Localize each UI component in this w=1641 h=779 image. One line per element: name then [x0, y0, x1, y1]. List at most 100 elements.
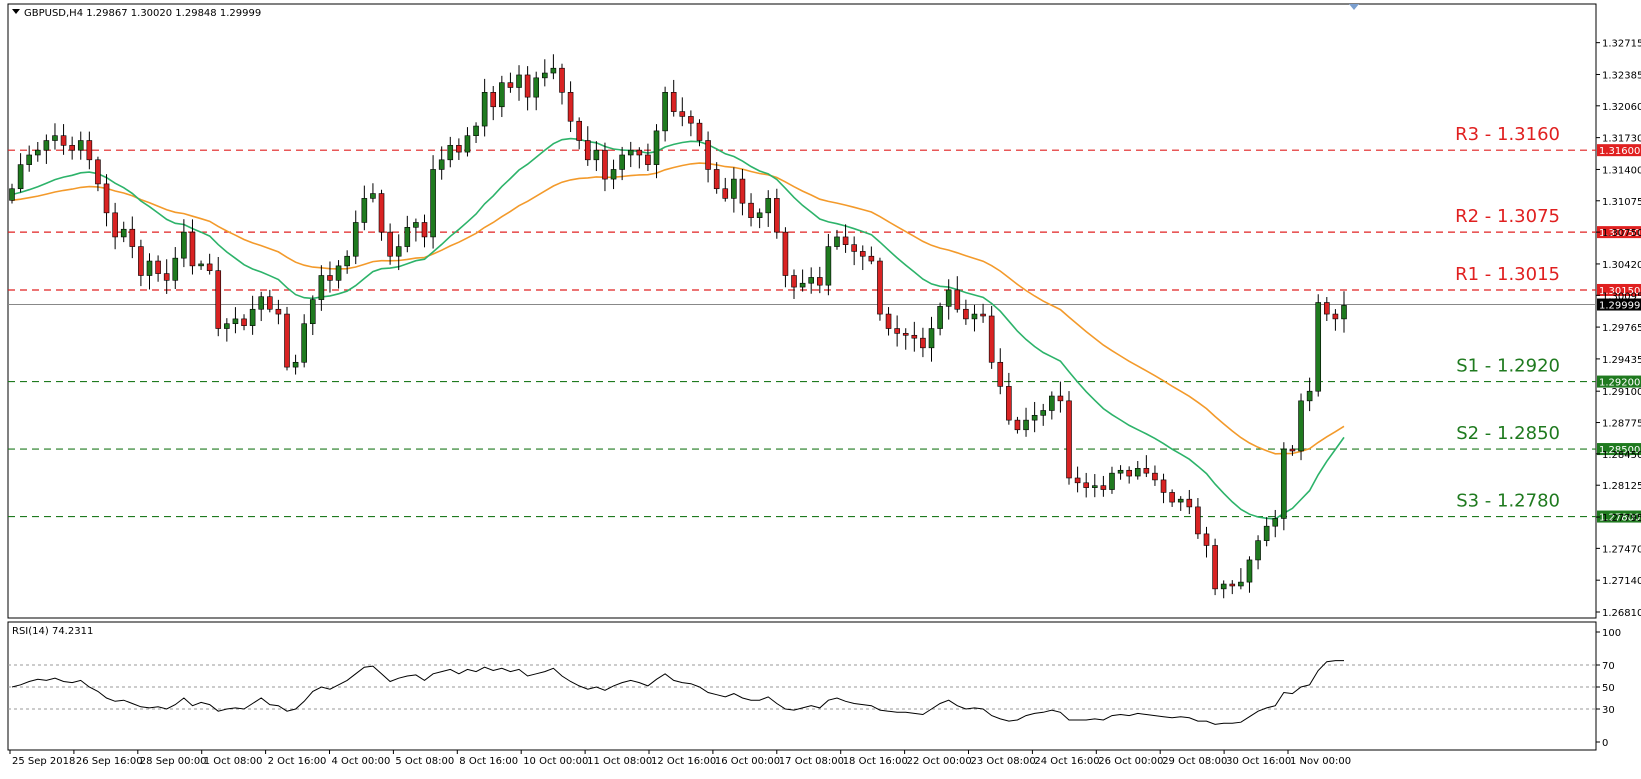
candle — [43, 134, 50, 164]
candle — [954, 276, 961, 313]
candle-body — [1238, 581, 1244, 587]
candle-body — [859, 251, 866, 257]
candle-body — [86, 140, 93, 161]
candle — [413, 218, 419, 242]
level-price-tag — [1597, 443, 1641, 456]
time-tick-label: 1 Oct 08:00 — [204, 756, 263, 767]
candle-body — [215, 270, 222, 329]
candle-body — [1306, 390, 1313, 402]
collapse-triangle-icon[interactable] — [12, 9, 20, 14]
candle-body — [550, 67, 557, 74]
candle-body — [370, 193, 376, 199]
candle — [309, 295, 316, 336]
candle-body — [447, 145, 454, 161]
candle-body — [1074, 477, 1081, 484]
candle-body — [327, 275, 333, 281]
candle-body — [146, 260, 153, 276]
price-tick-label: 1.31400 — [1602, 165, 1641, 176]
candle — [198, 260, 204, 270]
candle-body — [920, 337, 926, 349]
candle-body — [309, 299, 316, 325]
candle — [739, 169, 746, 216]
candle — [69, 136, 75, 160]
candle — [1186, 489, 1193, 515]
candle — [1315, 294, 1322, 397]
candle-body — [988, 315, 995, 363]
main-panel-frame — [7, 3, 1597, 619]
candle-body — [95, 159, 101, 185]
candle — [765, 190, 772, 227]
time-tick-label: 29 Oct 08:00 — [1162, 756, 1227, 767]
price-tick-label: 1.30095 — [1602, 291, 1641, 302]
candle-body — [43, 140, 50, 151]
candle — [1143, 455, 1150, 478]
candle-body — [181, 231, 187, 259]
candle-body — [456, 145, 462, 153]
candle — [825, 233, 832, 296]
support-resistance-levels: R3 - 1.3160 1.31600 R2 - 1.3075 1.30750 R1 -… — [8, 124, 1641, 524]
candle — [842, 224, 849, 253]
time-tick-label: 24 Oct 16:00 — [1034, 756, 1099, 767]
candle-body — [490, 92, 497, 108]
candle-body — [1100, 485, 1107, 490]
candle-body — [387, 231, 393, 257]
candle-body — [438, 159, 445, 170]
candle — [1195, 498, 1201, 539]
time-tick-label: 5 Oct 08:00 — [395, 756, 454, 767]
candle-body — [937, 306, 943, 329]
candle — [464, 127, 471, 157]
candle-body — [885, 313, 892, 329]
candle — [352, 210, 359, 265]
candle-body — [60, 135, 67, 146]
candle — [774, 188, 780, 239]
candle-body — [516, 74, 522, 88]
candle-body — [1177, 498, 1184, 503]
candle-body — [103, 183, 110, 214]
candle-body — [138, 246, 144, 276]
time-tick-label: 8 Oct 16:00 — [459, 756, 518, 767]
candle — [851, 236, 857, 266]
candle — [378, 189, 385, 241]
rsi-indicator: 100 70 50 30 0 — [8, 628, 1621, 749]
candle — [619, 146, 625, 181]
candle-body — [610, 169, 617, 180]
candle — [791, 269, 797, 299]
candle-body — [825, 246, 832, 286]
candle — [1281, 442, 1287, 531]
moving-averages — [11, 137, 1345, 520]
time-tick-label: 2 Oct 16:00 — [268, 756, 327, 767]
candle — [1169, 489, 1175, 507]
candle — [370, 183, 376, 203]
candle — [1014, 416, 1021, 434]
candle-body — [1289, 448, 1296, 452]
candle-body — [275, 308, 282, 315]
candle — [1006, 372, 1012, 425]
time-tick-label: 25 Sep 2018 — [12, 756, 75, 767]
candle-body — [241, 318, 247, 326]
candle — [1263, 517, 1270, 547]
candle — [267, 289, 273, 313]
candle-body — [1006, 386, 1012, 421]
price-tick-label: 1.30750 — [1602, 228, 1641, 239]
candle-body — [1341, 305, 1347, 320]
candle-body — [705, 140, 711, 170]
candle — [722, 177, 729, 202]
time-tick-label: 22 Oct 00:00 — [907, 756, 972, 767]
price-tick-label: 1.32060 — [1602, 102, 1641, 113]
candle — [447, 136, 454, 168]
candle-body — [1324, 302, 1330, 315]
candle-body — [1091, 485, 1098, 488]
candle-body — [816, 277, 823, 286]
price-tick-label: 1.28125 — [1602, 481, 1641, 492]
rsi-tick-label: 100 — [1602, 628, 1621, 639]
candle-body — [559, 67, 565, 93]
candle-body — [627, 149, 634, 156]
candle — [9, 183, 15, 204]
chart-shift-marker-icon[interactable] — [1349, 4, 1359, 10]
candle — [971, 304, 978, 332]
candle-body — [335, 265, 342, 281]
candle-body — [224, 323, 230, 329]
level-price-tag-text: 1.27800 — [1599, 513, 1640, 524]
candle — [284, 306, 290, 371]
candle-body — [1057, 395, 1064, 402]
